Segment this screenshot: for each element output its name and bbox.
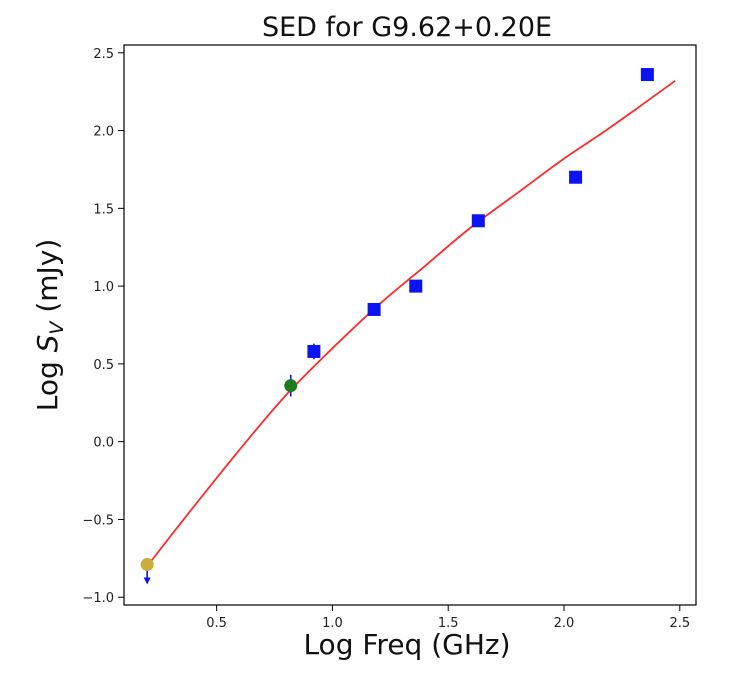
y-tick-label: −0.5	[82, 513, 114, 528]
data-points-layer	[140, 68, 654, 585]
y-axis-label: Log SV (mJy)	[31, 239, 68, 412]
data-point-circle	[140, 558, 154, 572]
y-tick-label: 2.0	[93, 125, 114, 140]
y-axis-label-symbol: S	[31, 335, 64, 353]
upper-limit-arrow-head	[143, 577, 151, 585]
fit-curve	[146, 80, 676, 567]
data-point-square	[569, 170, 583, 184]
y-tick-label: 1.0	[93, 280, 114, 295]
y-tick-label: 2.5	[93, 47, 114, 62]
data-point-square	[409, 279, 423, 293]
plot-frame	[123, 44, 697, 606]
x-tick-label: 1.5	[438, 616, 459, 631]
x-tick-label: 0.5	[206, 616, 227, 631]
x-tick-label: 2.0	[554, 616, 575, 631]
y-axis-ticks: −1.0 −0.5 0.0 0.5 1.0 1.5 2.0 2.5	[82, 47, 124, 606]
y-axis-label-subscript: V	[46, 320, 68, 335]
data-point-square	[367, 302, 381, 316]
x-tick-label: 1.0	[322, 616, 343, 631]
y-tick-label: 1.5	[93, 202, 114, 217]
data-point-square	[640, 68, 654, 82]
y-axis-label-suffix: (mJy)	[31, 239, 64, 322]
x-axis-label: Log Freq (GHz)	[303, 628, 510, 661]
fit-curve-layer	[146, 80, 676, 567]
data-point-circle	[284, 379, 298, 393]
data-point-square	[471, 214, 485, 228]
chart-title: SED for G9.62+0.20E	[262, 12, 552, 43]
y-tick-label: 0.0	[93, 436, 114, 451]
y-tick-label: −1.0	[82, 591, 114, 606]
y-axis-label-prefix: Log	[31, 352, 64, 411]
x-tick-label: 2.5	[669, 616, 690, 631]
y-tick-label: 0.5	[93, 358, 114, 373]
x-axis-ticks: 0.5 1.0 1.5 2.0 2.5	[206, 605, 690, 631]
data-point-square	[307, 344, 321, 358]
